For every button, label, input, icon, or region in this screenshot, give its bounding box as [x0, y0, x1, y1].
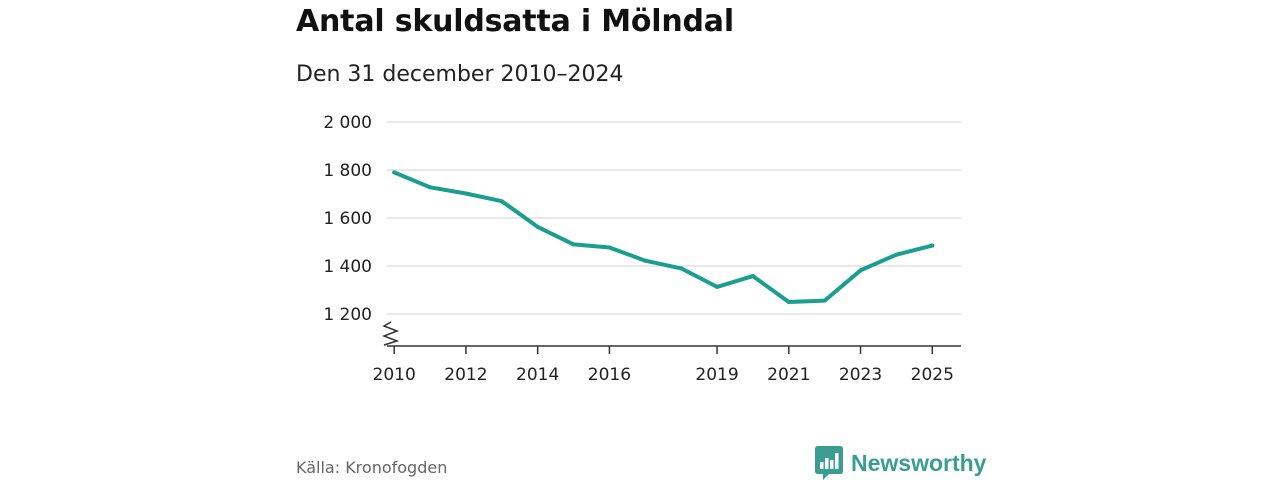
- x-tick-label: 2021: [767, 365, 810, 385]
- data-point-2010: [392, 170, 397, 175]
- x-tick-label: 2025: [911, 365, 954, 385]
- x-tick-label: 2012: [444, 365, 487, 385]
- y-tick-label: 1 200: [323, 305, 372, 325]
- newsworthy-logo-icon: [815, 446, 843, 480]
- data-point-2014: [535, 224, 540, 229]
- source-note: Källa: Kronofogden: [296, 458, 448, 477]
- x-tick-label: 2023: [839, 365, 882, 385]
- axis-break-icon: [381, 321, 400, 346]
- x-tick-label: 2010: [373, 365, 416, 385]
- series-line-antal-skuldsatta: [392, 170, 935, 304]
- data-point-2018: [679, 266, 684, 271]
- x-axis: [381, 321, 961, 347]
- data-point-2025: [930, 243, 935, 248]
- data-point-2012: [463, 191, 468, 196]
- y-tick-label: 1 600: [323, 209, 372, 229]
- data-point-2024: [894, 252, 899, 257]
- data-point-2011: [428, 185, 433, 190]
- data-point-2015: [571, 242, 576, 247]
- brand-name: Newsworthy: [851, 449, 987, 476]
- y-tick-label: 2 000: [323, 113, 372, 133]
- x-axis-ticks: 2010 2012 2014 2016 2019 2021 2023 2025: [373, 346, 954, 385]
- data-point-2021: [786, 300, 791, 304]
- y-tick-label: 1 400: [323, 257, 372, 277]
- data-point-2016: [607, 245, 612, 250]
- y-axis-tick-labels: 1 200 1 400 1 600 1 800 2 000: [323, 113, 372, 325]
- data-point-2017: [643, 258, 648, 263]
- y-tick-label: 1 800: [323, 161, 372, 181]
- brand-logo: Newsworthy: [815, 446, 986, 480]
- chart-subtitle: Den 31 december 2010–2024: [296, 62, 624, 87]
- gridlines: [387, 121, 961, 315]
- x-tick-label: 2016: [588, 365, 631, 385]
- data-points: [392, 170, 935, 304]
- x-tick-label: 2019: [695, 365, 738, 385]
- chart-title: Antal skuldsatta i Mölndal: [296, 4, 734, 39]
- data-point-2020: [750, 274, 755, 279]
- data-point-2023: [858, 268, 863, 273]
- data-point-2019: [715, 284, 720, 289]
- data-point-2022: [822, 298, 827, 303]
- data-point-2013: [499, 199, 504, 204]
- x-tick-label: 2014: [516, 365, 559, 385]
